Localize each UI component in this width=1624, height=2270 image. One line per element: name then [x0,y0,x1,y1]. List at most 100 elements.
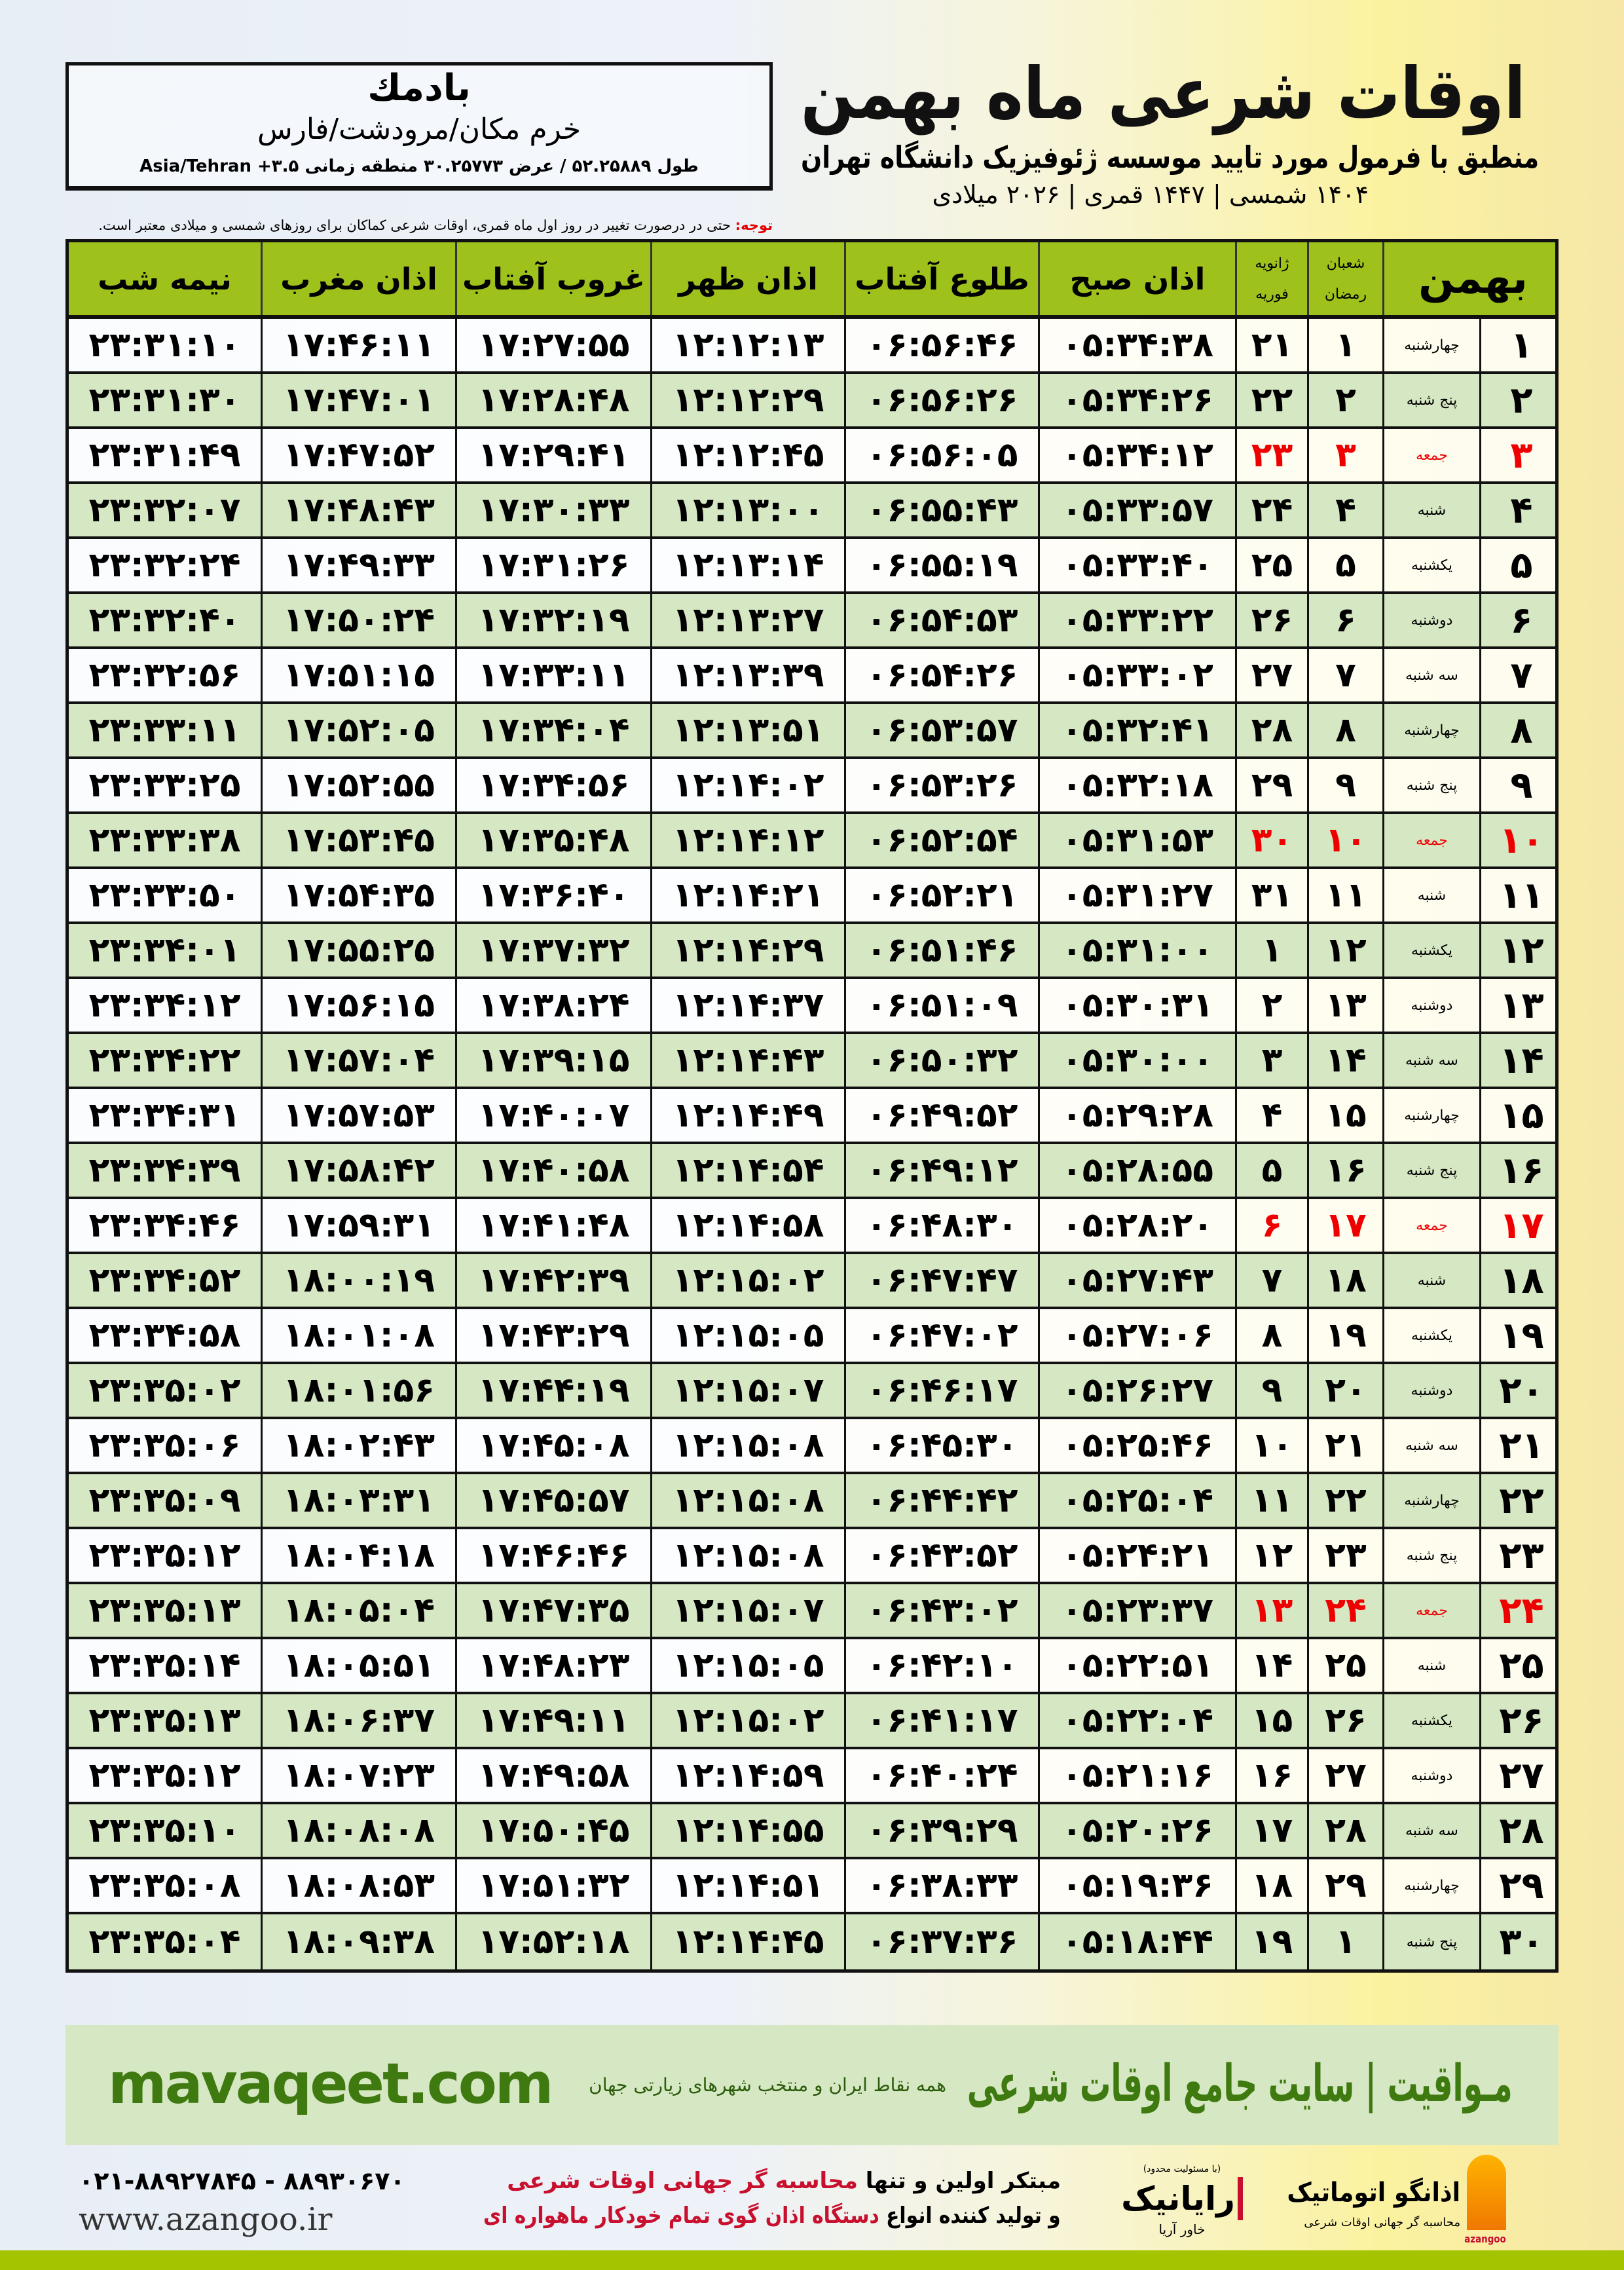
cell-gregorian-day: ۱۳ [1235,1584,1307,1637]
cell-maghrib: ۱۸:۰۱:۵۶ [261,1364,455,1417]
cell-weekday-text: دوشنبه [1411,1767,1453,1784]
cell-sunset: ۱۷:۳۶:۴۰ [455,869,650,921]
table-row: ۲۳:۳۵:۰۹ ۱۸:۰۳:۳۱ ۱۷:۴۵:۵۷ ۱۲:۱۵:۰۸ ۰۶:۴۴:۴۲… [69,1474,1555,1529]
cell-sunset: ۱۷:۳۵:۴۸ [455,814,650,866]
cell-sunset: ۱۷:۴۱:۴۸ [455,1199,650,1252]
brand-subtitle: همه نقاط ایران و منتخب شهرهای زیارتی جها… [589,2074,946,2096]
cell-weekday: سه شنبه [1382,1804,1479,1857]
cell-sunrise-text: ۰۶:۵۰:۳۲ [866,1041,1018,1080]
cell-midnight: ۲۳:۳۴:۱۲ [69,979,261,1032]
cell-maghrib: ۱۷:۵۸:۴۲ [261,1144,455,1197]
cell-day-number-text: ۲۸ [1499,1809,1544,1852]
cell-sunset-text: ۱۷:۲۸:۴۸ [477,381,630,420]
col-sunset: غروب آفتاب [455,242,650,315]
cell-weekday-text: سه شنبه [1405,1437,1458,1454]
cell-day-number: ۱۲ [1479,924,1562,977]
cell-qamari-day: ۲۳ [1307,1529,1382,1582]
cell-weekday: چهارشنبه [1382,1474,1479,1527]
cell-fajr-text: ۰۵:۲۷:۴۳ [1061,1261,1214,1300]
table-row: ۲۳:۳۴:۲۲ ۱۷:۵۷:۰۴ ۱۷:۳۹:۱۵ ۱۲:۱۴:۴۳ ۰۶:۵۰:۳۲… [69,1034,1555,1089]
cell-dhuhr-text: ۱۲:۱۵:۰۷ [672,1371,824,1410]
table-row: ۲۳:۳۵:۱۴ ۱۸:۰۵:۵۱ ۱۷:۴۸:۲۳ ۱۲:۱۵:۰۵ ۰۶:۴۲:۱۰… [69,1639,1555,1694]
cell-sunset: ۱۷:۴۹:۱۱ [455,1694,650,1747]
cell-sunset: ۱۷:۲۹:۴۱ [455,429,650,481]
cell-dhuhr: ۱۲:۱۵:۰۸ [650,1419,844,1472]
cell-fajr-text: ۰۵:۳۰:۰۰ [1061,1041,1214,1080]
cell-day-number: ۱۰ [1479,814,1562,866]
azangoo-sub: محاسبه گر جهانی اوقات شرعی [1304,2216,1460,2229]
cell-day-number: ۲۸ [1479,1804,1562,1857]
cell-dhuhr: ۱۲:۱۵:۰۸ [650,1474,844,1527]
cell-maghrib: ۱۸:۰۸:۵۳ [261,1859,455,1912]
cell-sunset: ۱۷:۳۹:۱۵ [455,1034,650,1087]
cell-day-number-text: ۳ [1510,434,1533,477]
cell-dhuhr: ۱۲:۱۳:۳۹ [650,649,844,701]
cell-sunset: ۱۷:۳۰:۳۳ [455,484,650,536]
cell-dhuhr: ۱۲:۱۴:۲۹ [650,924,844,977]
cell-sunrise: ۰۶:۴۳:۵۲ [844,1529,1038,1582]
cell-qamari-day: ۵ [1307,539,1382,591]
cell-dhuhr-text: ۱۲:۱۲:۴۵ [672,436,824,475]
cell-weekday: یکشنبه [1382,924,1479,977]
cell-midnight: ۲۳:۳۵:۱۳ [69,1694,261,1747]
site-url[interactable]: mavaqeet.com [108,2051,553,2117]
cell-dhuhr-text: ۱۲:۱۴:۴۹ [672,1096,824,1135]
table-row: ۲۳:۳۳:۲۵ ۱۷:۵۲:۵۵ ۱۷:۳۴:۵۶ ۱۲:۱۴:۰۲ ۰۶:۵۳:۲۶… [69,759,1555,814]
azangoo-url[interactable]: www.azangoo.ir [79,2201,333,2238]
cell-sunset-text: ۱۷:۳۲:۱۹ [477,601,630,640]
cell-maghrib: ۱۷:۴۹:۳۳ [261,539,455,591]
cell-dhuhr-text: ۱۲:۱۴:۰۲ [672,766,824,805]
cell-fajr-text: ۰۵:۲۹:۲۸ [1061,1096,1214,1135]
cell-sunrise: ۰۶:۵۲:۲۱ [844,869,1038,921]
cell-dhuhr-text: ۱۲:۱۴:۵۱ [672,1866,824,1905]
cell-day-number-text: ۸ [1510,709,1533,752]
cell-qamari-day: ۲ [1307,374,1382,426]
cell-maghrib-text: ۱۸:۰۱:۰۸ [282,1316,435,1355]
table-row: ۲۳:۳۴:۳۹ ۱۷:۵۸:۴۲ ۱۷:۴۰:۵۸ ۱۲:۱۴:۵۴ ۰۶:۴۹:۱۲… [69,1144,1555,1199]
cell-weekday-text: جمعه [1416,1602,1448,1619]
cell-fajr: ۰۵:۳۳:۴۰ [1038,539,1235,591]
cell-sunset: ۱۷:۴۴:۱۹ [455,1364,650,1417]
cell-dhuhr-text: ۱۲:۱۴:۳۷ [672,986,824,1025]
cell-weekday-text: پنج شنبه [1406,1547,1458,1564]
cell-gregorian-day-text: ۳۱ [1251,876,1293,915]
cell-gregorian-day-text: ۱۸ [1251,1866,1293,1905]
cell-sunrise-text: ۰۶:۴۸:۳۰ [866,1206,1018,1245]
cell-gregorian-day: ۹ [1235,1364,1307,1417]
azangoo-name: اذانگو اتوماتیک [1287,2178,1460,2208]
cell-maghrib: ۱۸:۰۵:۵۱ [261,1639,455,1692]
cell-weekday: دوشنبه [1382,979,1479,1032]
cell-sunset-text: ۱۷:۳۴:۵۶ [477,766,630,805]
cell-gregorian-day: ۱۵ [1235,1694,1307,1747]
cell-weekday: شنبه [1382,1639,1479,1692]
cell-gregorian-day: ۳۱ [1235,869,1307,921]
cell-midnight-text: ۲۳:۳۲:۵۶ [88,656,241,695]
cell-midnight: ۲۳:۳۵:۱۰ [69,1804,261,1857]
promo-line-2: و تولید کننده انواع دستگاه اذان گوی تمام… [471,2199,1061,2232]
cell-day-number-text: ۲ [1510,379,1533,422]
cell-gregorian-day: ۲۷ [1235,649,1307,701]
cell-maghrib-text: ۱۸:۰۲:۴۳ [282,1426,435,1465]
col-qamari-top: شعبان [1326,255,1365,272]
cell-sunrise: ۰۶:۴۵:۳۰ [844,1419,1038,1472]
cell-midnight-text: ۲۳:۳۴:۱۲ [88,986,241,1025]
cell-fajr: ۰۵:۳۰:۳۱ [1038,979,1235,1032]
cell-gregorian-day-text: ۸ [1261,1316,1283,1355]
cell-sunrise-text: ۰۶:۵۵:۴۳ [866,491,1018,530]
cell-weekday: شنبه [1382,484,1479,536]
cell-sunset: ۱۷:۴۹:۵۸ [455,1749,650,1802]
cell-day-number-text: ۲۴ [1499,1589,1544,1632]
cell-weekday-text: پنج شنبه [1406,1162,1458,1179]
table-row: ۲۳:۳۵:۱۰ ۱۸:۰۸:۰۸ ۱۷:۵۰:۴۵ ۱۲:۱۴:۵۵ ۰۶:۳۹:۲۹… [69,1804,1555,1859]
cell-maghrib-text: ۱۷:۵۷:۵۳ [282,1096,435,1135]
cell-qamari-day-text: ۲۰ [1325,1371,1367,1410]
cell-day-number-text: ۲۹ [1499,1864,1544,1907]
cell-maghrib: ۱۷:۴۷:۰۱ [261,374,455,426]
table-header: نیمه شب اذان مغرب غروب آفتاب اذان ظهر طل… [69,242,1555,319]
page-title: اوقات شرعی ماه بهمن [800,53,1526,135]
cell-dhuhr-text: ۱۲:۱۴:۵۹ [672,1756,824,1795]
mavaqeet-banner: mavaqeet.com مـواقیت | سایت جامع اوقات ش… [65,2025,1559,2145]
cell-gregorian-day: ۱۹ [1235,1914,1307,1969]
cell-maghrib: ۱۸:۰۹:۳۸ [261,1914,455,1969]
table-row: ۲۳:۳۴:۳۱ ۱۷:۵۷:۵۳ ۱۷:۴۰:۰۷ ۱۲:۱۴:۴۹ ۰۶:۴۹:۵۲… [69,1089,1555,1144]
